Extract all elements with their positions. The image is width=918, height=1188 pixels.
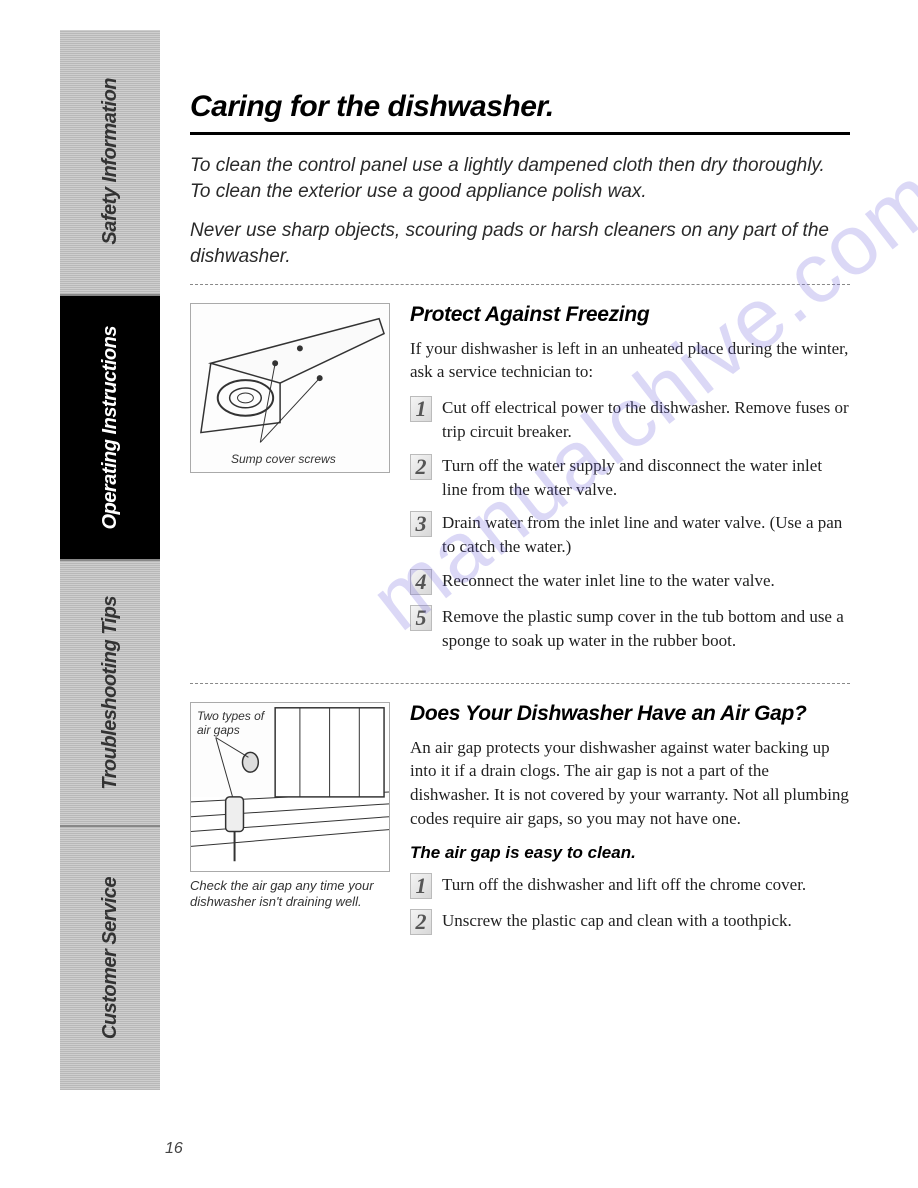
step-text: Unscrew the plastic cap and clean with a… (442, 909, 792, 933)
section-divider (190, 284, 850, 285)
section-title: Does Your Dishwasher Have an Air Gap? (410, 702, 850, 726)
step-item: 4 Reconnect the water inlet line to the … (410, 569, 850, 595)
manual-page: Safety Information Operating Instruction… (60, 30, 890, 1170)
tab-operating-instructions[interactable]: Operating Instructions (60, 294, 160, 560)
step-number-icon: 5 (410, 605, 432, 631)
figure-sump: Sump cover screws (190, 303, 390, 663)
figure-airgap: Two types of air gaps Check the air gap … (190, 702, 390, 945)
step-item: 2 Unscrew the plastic cap and clean with… (410, 909, 850, 935)
section-text: An air gap protects your dishwasher agai… (410, 736, 850, 831)
section-protect-freezing: Sump cover screws Protect Against Freezi… (190, 303, 850, 663)
step-number-icon: 1 (410, 396, 432, 422)
tab-troubleshooting-tips[interactable]: Troubleshooting Tips (60, 559, 160, 825)
step-item: 5 Remove the plastic sump cover in the t… (410, 605, 850, 653)
section-air-gap: Two types of air gaps Check the air gap … (190, 702, 850, 945)
intro-paragraph: To clean the control panel use a lightly… (190, 153, 850, 204)
step-text: Remove the plastic sump cover in the tub… (442, 605, 850, 653)
section-subhead: The air gap is easy to clean. (410, 843, 850, 863)
step-text: Turn off the water supply and disconnect… (442, 454, 850, 502)
step-number-icon: 1 (410, 873, 432, 899)
section-title: Protect Against Freezing (410, 303, 850, 327)
step-number-icon: 2 (410, 454, 432, 480)
step-number-icon: 4 (410, 569, 432, 595)
tab-label: Operating Instructions (99, 326, 122, 529)
step-item: 3 Drain water from the inlet line and wa… (410, 511, 850, 559)
step-text: Turn off the dishwasher and lift off the… (442, 873, 806, 897)
section-body: Protect Against Freezing If your dishwas… (410, 303, 850, 663)
intro-paragraph: Never use sharp objects, scouring pads o… (190, 218, 850, 269)
step-text: Drain water from the inlet line and wate… (442, 511, 850, 559)
section-divider (190, 683, 850, 684)
step-number-icon: 3 (410, 511, 432, 537)
tab-label: Safety Information (99, 78, 122, 245)
step-text: Cut off electrical power to the dishwash… (442, 396, 850, 444)
sidebar-tabs: Safety Information Operating Instruction… (60, 30, 160, 1090)
step-text: Reconnect the water inlet line to the wa… (442, 569, 775, 593)
step-number-icon: 2 (410, 909, 432, 935)
tab-label: Customer Service (99, 877, 122, 1039)
figure-illustration: Two types of air gaps (190, 702, 390, 872)
tab-label: Troubleshooting Tips (99, 596, 122, 790)
figure-label: Two types of air gaps (197, 709, 267, 737)
section-text: If your dishwasher is left in an unheate… (410, 337, 850, 385)
figure-label: Sump cover screws (231, 452, 336, 466)
step-item: 1 Turn off the dishwasher and lift off t… (410, 873, 850, 899)
page-title: Caring for the dishwasher. (190, 90, 850, 135)
tab-customer-service[interactable]: Customer Service (60, 825, 160, 1091)
section-body: Does Your Dishwasher Have an Air Gap? An… (410, 702, 850, 945)
content-area: Caring for the dishwasher. To clean the … (160, 30, 890, 1170)
page-number: 16 (165, 1140, 183, 1158)
step-item: 1 Cut off electrical power to the dishwa… (410, 396, 850, 444)
figure-illustration: Sump cover screws (190, 303, 390, 473)
figure-caption: Check the air gap any time your dishwash… (190, 878, 390, 912)
sump-diagram-icon (191, 303, 389, 473)
step-item: 2 Turn off the water supply and disconne… (410, 454, 850, 502)
tab-safety-information[interactable]: Safety Information (60, 30, 160, 294)
